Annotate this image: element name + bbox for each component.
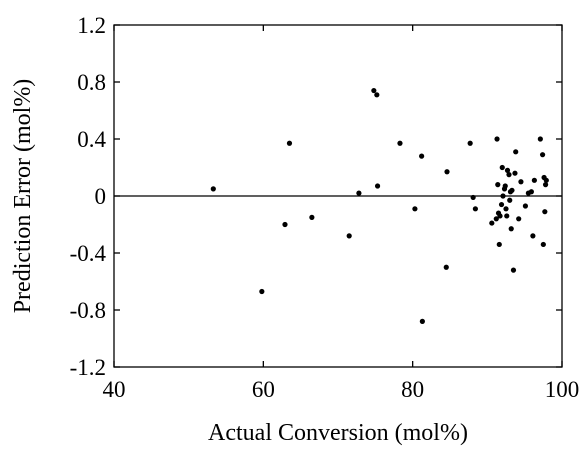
y-tick-label: 0.4 [77, 127, 106, 152]
data-point [507, 197, 513, 203]
data-point [502, 183, 508, 189]
data-point [542, 209, 548, 215]
x-axis-label: Actual Conversion (mol%) [208, 420, 468, 446]
data-point [540, 241, 546, 248]
data-point [508, 226, 514, 232]
y-axis-label: Prediction Error (mol%) [10, 79, 36, 314]
data-point [510, 267, 517, 273]
data-point [537, 136, 543, 142]
data-point [528, 189, 534, 195]
x-tick-label: 60 [252, 377, 275, 402]
data-point [412, 206, 418, 212]
data-point [374, 92, 380, 98]
data-point [542, 182, 549, 188]
data-point [497, 213, 503, 219]
data-point [374, 183, 381, 189]
x-tick-label: 80 [401, 377, 424, 402]
x-tick-label: 100 [545, 377, 580, 402]
data-point [494, 136, 500, 142]
data-point [509, 187, 515, 193]
y-tick-label: 0 [95, 184, 107, 209]
data-point [470, 194, 476, 201]
data-point [309, 214, 315, 220]
data-point [522, 203, 529, 209]
data-point [531, 177, 537, 183]
data-point [489, 220, 495, 226]
data-point [500, 193, 506, 199]
data-point [530, 233, 536, 239]
data-point [506, 172, 512, 178]
data-point [496, 241, 502, 248]
data-point [512, 170, 518, 176]
y-axis-ticks: -1.2 -0.8 -0.4 0 0.4 0.8 1.2 [70, 13, 562, 380]
data-point [472, 206, 478, 212]
data-point [518, 179, 524, 185]
data-point [467, 140, 473, 146]
data-point [419, 153, 425, 159]
data-point [346, 233, 352, 239]
y-tick-label: -0.4 [70, 241, 107, 266]
x-tick-label: 40 [103, 377, 126, 402]
data-point [286, 140, 293, 146]
data-point [259, 288, 265, 295]
data-point [504, 213, 510, 219]
data-point [539, 152, 546, 158]
data-point [282, 221, 288, 228]
data-point [356, 190, 362, 196]
data-point [371, 87, 377, 94]
data-point [543, 177, 549, 183]
data-point [498, 201, 505, 208]
data-point [493, 216, 499, 222]
y-tick-label: -0.8 [70, 298, 106, 323]
data-point [513, 149, 519, 155]
data-point [419, 318, 425, 324]
data-point [443, 264, 449, 270]
data-point [503, 206, 509, 212]
y-tick-label: 0.8 [77, 70, 106, 95]
data-point [504, 167, 511, 173]
y-tick-label: -1.2 [70, 355, 106, 380]
data-point [397, 140, 403, 146]
y-tick-label: 1.2 [77, 13, 106, 38]
x-axis-ticks: 40 60 80 100 [103, 25, 580, 402]
data-point [495, 182, 501, 188]
data-point [499, 164, 505, 171]
data-point [516, 216, 522, 222]
data-point [210, 186, 216, 192]
data-point [444, 169, 450, 175]
data-points [210, 87, 549, 324]
